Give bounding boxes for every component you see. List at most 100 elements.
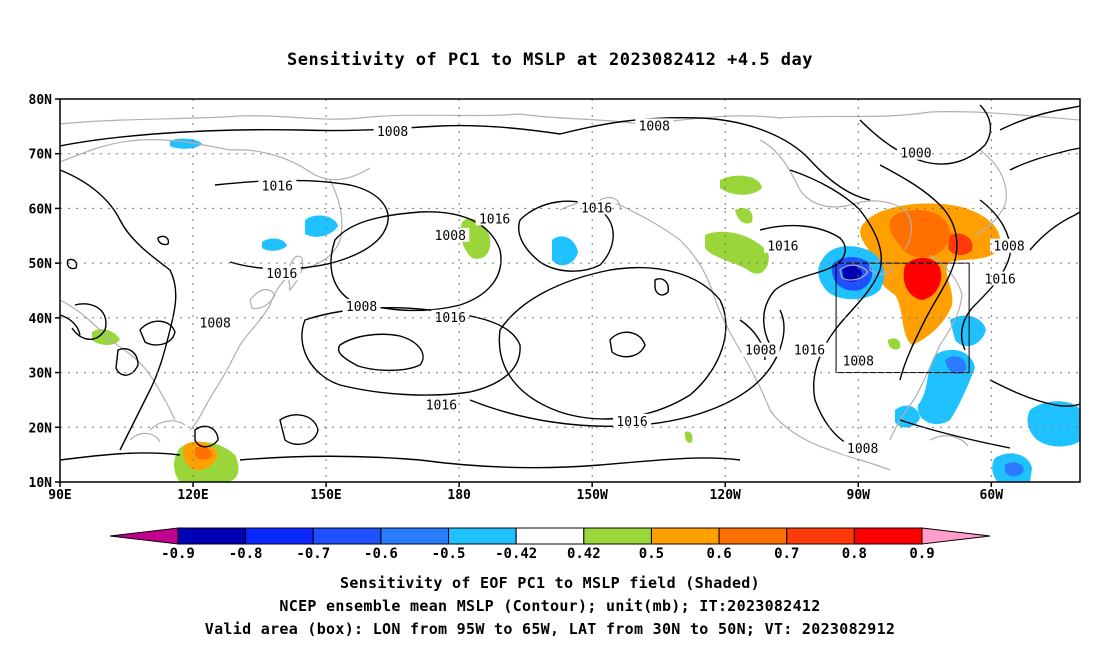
positive-region-small [684, 431, 693, 443]
contour-label: 1008 [843, 355, 874, 370]
colorbar-label: -0.5 [432, 546, 466, 562]
lat-tick-label: 10N [29, 476, 53, 491]
colorbar-under-triangle [109, 527, 179, 545]
contour-label-bg [790, 342, 829, 357]
colorbar-box [380, 527, 450, 545]
longitude-tick-labels: 90E 120E 150E 180 150W 120W 90W 60W [48, 482, 1003, 503]
colorbar-label: 0.7 [774, 546, 799, 562]
lat-tick-label: 50N [29, 257, 53, 272]
negative-region-greatlakes-max [842, 264, 862, 282]
colorbar-label: 0.9 [909, 546, 934, 562]
contour-label-bg [431, 227, 470, 242]
contour-label-bg [990, 238, 1029, 253]
negative-region-atlantic-1 [950, 315, 986, 347]
contour-label-bg [577, 200, 616, 215]
contour-label-bg [258, 178, 297, 193]
lon-tick-label: 120E [177, 488, 208, 503]
negative-region-pacific-50n [552, 236, 578, 266]
contour-label: 1016 [435, 311, 466, 326]
contour-label: 1008 [847, 442, 878, 457]
contour-label: 1016 [616, 415, 647, 430]
contour-label: 1016 [479, 212, 510, 227]
contour-label: 1016 [767, 240, 798, 255]
lon-tick-label: 180 [447, 488, 471, 503]
contour-label: 1016 [426, 398, 457, 413]
lat-tick-label: 70N [29, 148, 53, 163]
contour-label: 1008 [435, 229, 466, 244]
contour-label: 1016 [266, 267, 297, 282]
colorbar-label: 0.5 [639, 546, 664, 562]
contour-label: 1008 [993, 240, 1024, 255]
lon-tick-label: 120W [710, 488, 741, 503]
contour-label: 1008 [639, 119, 670, 134]
colorbar-label: -0.8 [229, 546, 263, 562]
positive-region-philippines-max [195, 446, 212, 460]
contour-label: 1008 [346, 300, 377, 315]
colorbar-label: 0.8 [842, 546, 867, 562]
colorbar-box [853, 527, 923, 545]
negative-region-atlantic-2-core [945, 356, 967, 375]
positive-region-bc [735, 208, 753, 224]
colorbar: -0.9 -0.8 -0.7 -0.6 -0.5 -0.42 0.42 0.5 0.6 0.7 0.… [109, 527, 991, 562]
latitude-tick-labels: 80N 70N 60N 50N 40N 30N 20N 10N [29, 93, 60, 491]
negative-region-okhotsk-2 [262, 238, 287, 251]
contour-label-bg [635, 118, 674, 133]
colorbar-box [245, 527, 314, 545]
lat-tick-label: 30N [29, 367, 53, 382]
contour-label: 1016 [985, 273, 1016, 288]
map-frame [59, 98, 1081, 483]
colorbar-label: -0.7 [296, 546, 330, 562]
positive-region-max [903, 257, 942, 300]
contour-label-bg [342, 298, 381, 313]
contour-label: 1008 [200, 316, 231, 331]
contour-label-bg [896, 145, 935, 160]
contour-label-bg [843, 441, 882, 456]
positive-region-china [92, 329, 120, 345]
contour-label-bg [613, 413, 652, 428]
colorbar-box [448, 527, 517, 545]
colorbar-box [515, 527, 585, 545]
caption-shading: Sensitivity of EOF PC1 to MSLP field (Sh… [340, 574, 760, 592]
contour-label-bg [262, 266, 301, 281]
negative-region-atlantic-4-core [1005, 462, 1024, 477]
contour-label-bg [475, 211, 514, 226]
contour-label: 1000 [900, 147, 931, 162]
colorbar-label: 0.42 [567, 546, 601, 562]
lon-tick-label: 60W [980, 488, 1004, 503]
contour-label-bg [422, 397, 461, 412]
contour-label-bg [839, 353, 878, 368]
contour-label-bg [741, 342, 780, 357]
lat-tick-label: 20N [29, 421, 53, 436]
caption-contour: NCEP ensemble mean MSLP (Contour); unit(… [279, 597, 821, 615]
lat-tick-label: 60N [29, 202, 53, 217]
colorbar-label: -0.6 [364, 546, 398, 562]
positive-region-alaska [720, 175, 762, 195]
colorbar-box [177, 527, 247, 545]
positive-region-pacific-nw [705, 231, 769, 274]
negative-region-okhotsk [305, 215, 338, 237]
contour-label: 1008 [377, 125, 408, 140]
colorbar-label: -0.9 [161, 546, 195, 562]
lon-tick-label: 150E [310, 488, 341, 503]
positive-region-gulf [888, 338, 901, 350]
sensitivity-shading [92, 138, 1080, 482]
colorbar-box [312, 527, 382, 545]
contour-label: 1016 [262, 180, 293, 195]
lon-tick-label: 90W [847, 488, 871, 503]
lat-tick-label: 40N [29, 312, 53, 327]
colorbar-box [650, 527, 720, 545]
lon-tick-label: 150W [577, 488, 608, 503]
colorbar-box [718, 527, 788, 545]
contour-label-bg [763, 238, 802, 253]
positive-region-max2 [948, 233, 973, 256]
lat-tick-label: 80N [29, 93, 53, 108]
lon-tick-label: 90E [48, 488, 71, 503]
page-title: Sensitivity of PC1 to MSLP at 2023082412… [286, 50, 813, 70]
colorbar-label: 0.6 [706, 546, 731, 562]
colorbar-label: -0.42 [495, 546, 537, 562]
contour-label: 1008 [745, 344, 776, 359]
colorbar-over-triangle [921, 527, 991, 545]
contour-labels: 1008 1008 1000 1016 1016 1016 1008 1016 1008 1016… [196, 118, 1029, 457]
negative-region-atlantic-3 [1027, 401, 1080, 447]
